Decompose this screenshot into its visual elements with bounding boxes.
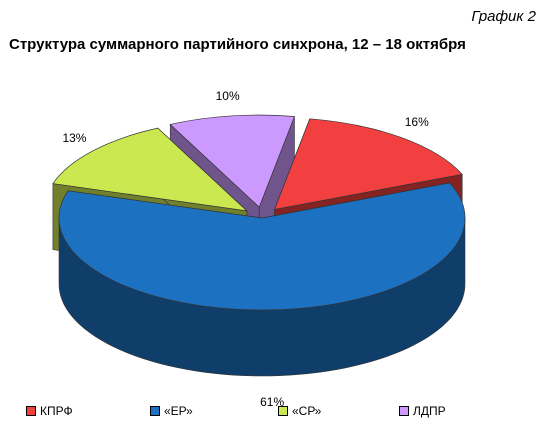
pie-slice-ldpr bbox=[169, 114, 295, 208]
data-label-er: 61% bbox=[260, 395, 284, 409]
data-label-kprf: 16% bbox=[405, 115, 429, 129]
legend-label-er: «ЕР» bbox=[164, 404, 193, 418]
legend-swatch-ldpr bbox=[399, 406, 409, 416]
data-label-sr: 13% bbox=[62, 131, 86, 145]
legend-swatch-er bbox=[150, 406, 160, 416]
pie-tops bbox=[52, 114, 466, 311]
pie-labels: 16% 61% 13% 10% bbox=[62, 89, 429, 409]
chart-title: Структура суммарного партийного синхрона… bbox=[9, 36, 466, 53]
chart-caption: График 2 bbox=[471, 8, 536, 25]
data-label-ldpr: 10% bbox=[216, 89, 240, 103]
pie-slice-kprf bbox=[273, 118, 463, 210]
legend-item-er: «ЕР» bbox=[150, 404, 193, 418]
legend-label-ldpr: ЛДПР bbox=[413, 404, 446, 418]
legend-label-sr: «СР» bbox=[292, 404, 322, 418]
pie-slice-sr bbox=[52, 127, 248, 212]
legend-label-kprf: КПРФ bbox=[40, 404, 73, 418]
legend-item-sr: «СР» bbox=[278, 404, 321, 418]
legend-item-ldpr: ЛДПР bbox=[399, 404, 446, 418]
chart-legend: КПРФ «ЕР» «СР» ЛДПР bbox=[0, 404, 550, 424]
pie-slice-er bbox=[58, 182, 466, 311]
legend-swatch-sr bbox=[278, 406, 288, 416]
legend-swatch-kprf bbox=[26, 406, 36, 416]
legend-item-kprf: КПРФ bbox=[26, 404, 73, 418]
